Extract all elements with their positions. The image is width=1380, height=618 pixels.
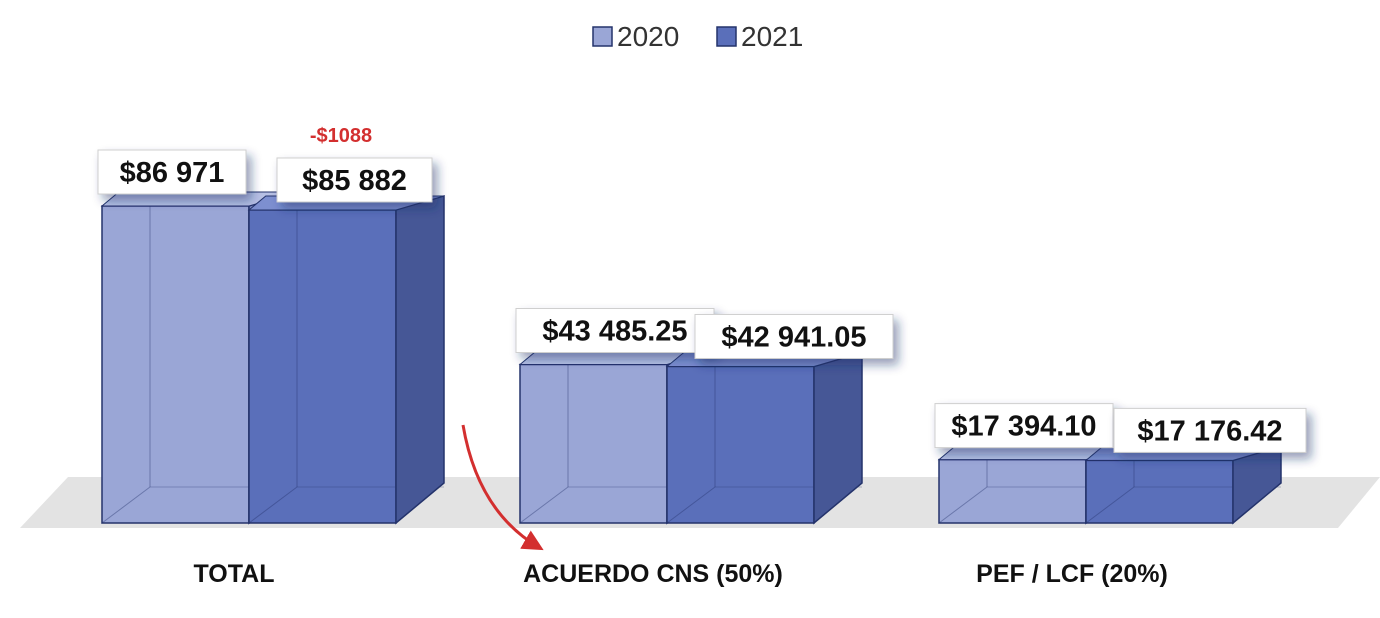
bar-2021-1 bbox=[665, 351, 863, 525]
legend-swatch-2021 bbox=[716, 26, 737, 47]
value-label-text: $43 485.25 bbox=[542, 315, 687, 347]
category-label-total: TOTAL bbox=[193, 560, 274, 588]
value-label-2020-2: $17 394.10 bbox=[934, 403, 1114, 449]
value-label-2020-1: $43 485.25 bbox=[515, 307, 715, 353]
value-label-text: $17 394.10 bbox=[951, 411, 1096, 443]
value-label-2021-2: $17 176.42 bbox=[1113, 407, 1307, 453]
legend-label-2021: 2021 bbox=[741, 21, 803, 52]
value-label-text: $86 971 bbox=[120, 157, 225, 189]
value-label-text: $85 882 bbox=[302, 165, 407, 197]
value-label-2021-1: $42 941.05 bbox=[694, 313, 894, 359]
legend-label-2020: 2020 bbox=[617, 21, 679, 52]
bar-2021-0 bbox=[247, 194, 445, 525]
legend: 2020 2021 bbox=[592, 21, 803, 52]
value-label-2021-0: $85 882 bbox=[276, 157, 433, 203]
value-label-2020-0: $86 971 bbox=[97, 149, 247, 195]
value-label-text: $42 941.05 bbox=[721, 321, 866, 353]
difference-annotation: -$1088 bbox=[310, 125, 372, 147]
annotation-arrow bbox=[461, 424, 544, 551]
category-label-acuerdo-cns: ACUERDO CNS (50%) bbox=[523, 560, 783, 588]
value-label-text: $17 176.42 bbox=[1137, 415, 1282, 447]
category-label-pef-lcf: PEF / LCF (20%) bbox=[976, 560, 1168, 588]
legend-swatch-2020 bbox=[592, 26, 613, 47]
